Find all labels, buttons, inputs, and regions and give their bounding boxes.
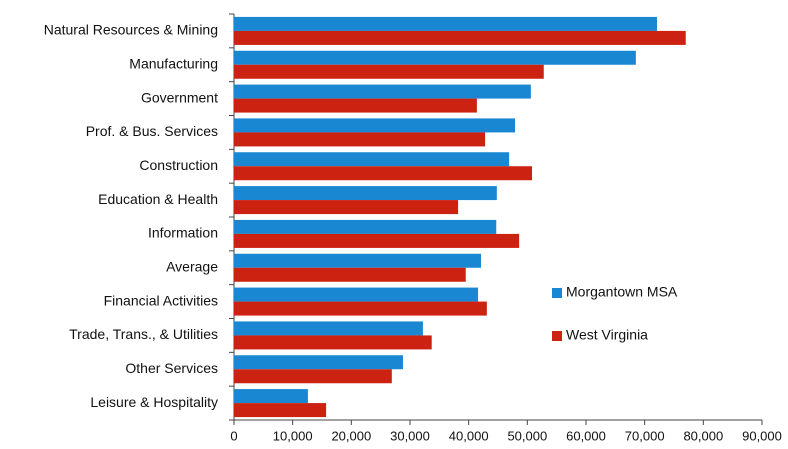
x-tick-label: 40,000	[449, 428, 489, 443]
legend-swatch	[552, 331, 562, 341]
bar	[234, 186, 497, 201]
bar	[234, 200, 459, 215]
y-tick-label: Government	[141, 89, 218, 105]
bar	[234, 132, 486, 147]
y-tick-label: Financial Activities	[104, 292, 218, 308]
bar	[234, 98, 477, 113]
bar	[234, 233, 520, 248]
bar	[234, 267, 466, 282]
bar	[234, 355, 403, 370]
y-tick-label: Prof. & Bus. Services	[86, 123, 218, 139]
x-tick-label: 70,000	[625, 428, 665, 443]
bar	[234, 152, 510, 167]
y-tick-label: Trade, Trans., & Utilities	[69, 326, 218, 342]
x-tick-label: 80,000	[683, 428, 723, 443]
x-tick-label: 50,000	[507, 428, 547, 443]
y-tick-label: Manufacturing	[129, 55, 218, 71]
bar	[234, 84, 531, 99]
x-tick-label: 30,000	[390, 428, 430, 443]
bar	[234, 301, 487, 316]
bar	[234, 219, 497, 234]
bar	[234, 253, 481, 268]
bar	[234, 287, 479, 302]
bar	[234, 403, 327, 418]
bar	[234, 50, 636, 65]
legend-label: West Virginia	[566, 327, 648, 343]
bar	[234, 64, 544, 79]
x-tick-label: 20,000	[331, 428, 371, 443]
y-tick-label: Information	[148, 225, 218, 241]
y-tick-label: Other Services	[125, 360, 218, 376]
bar	[234, 30, 686, 45]
bar	[234, 321, 423, 336]
legend-swatch	[552, 288, 562, 298]
bar	[234, 369, 392, 384]
bar	[234, 389, 308, 404]
y-tick-label: Natural Resources & Mining	[44, 22, 218, 38]
bar	[234, 166, 533, 181]
x-tick-label: 60,000	[566, 428, 606, 443]
y-tick-label: Construction	[139, 157, 218, 173]
x-tick-label: 0	[230, 428, 237, 443]
legend-label: Morgantown MSA	[566, 284, 678, 300]
y-tick-label: Average	[166, 258, 218, 274]
bar	[234, 335, 432, 350]
x-tick-label: 90,000	[742, 428, 782, 443]
bar	[234, 118, 516, 133]
y-tick-label: Education & Health	[98, 191, 218, 207]
x-tick-label: 10,000	[273, 428, 313, 443]
y-tick-label: Leisure & Hospitality	[90, 394, 218, 410]
bar	[234, 16, 657, 31]
